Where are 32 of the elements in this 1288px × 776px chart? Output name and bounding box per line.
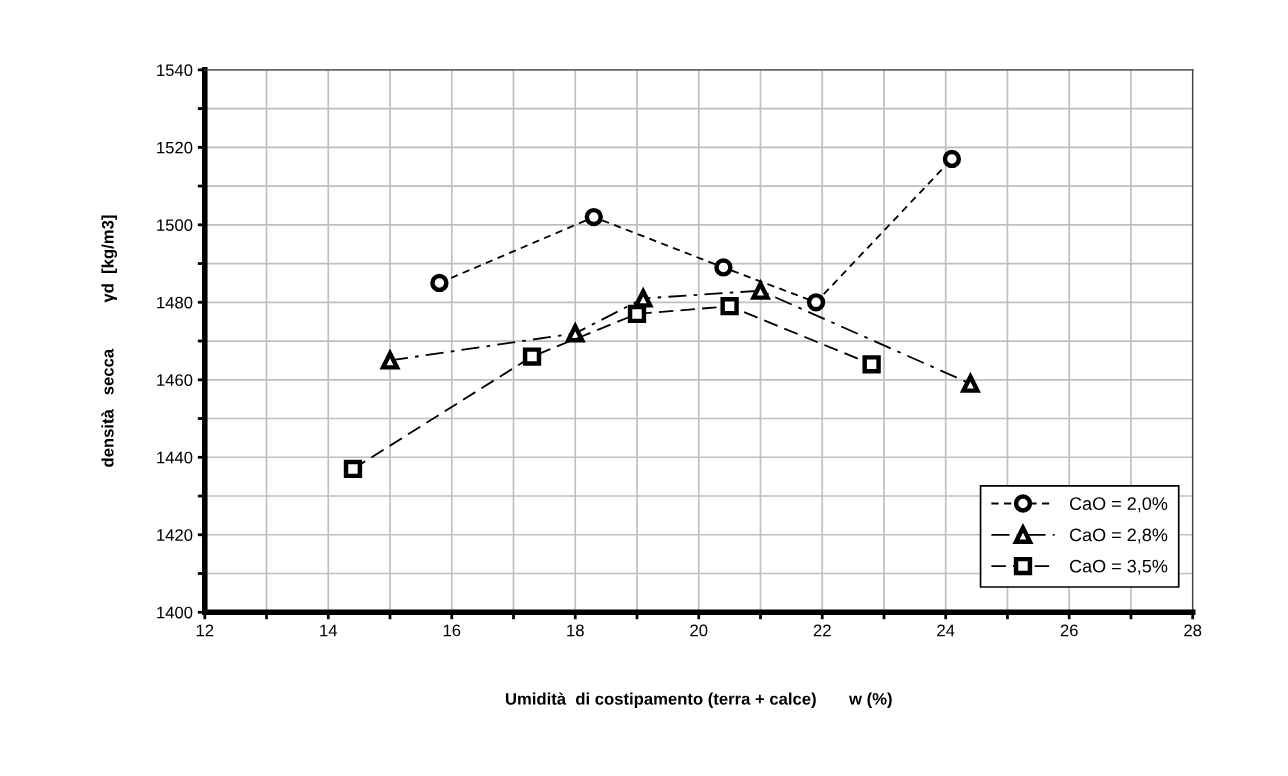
x-tick-label: 14: [320, 624, 338, 637]
x-tick-label: 24: [937, 624, 955, 637]
point: [862, 355, 881, 374]
x-tick-label: 26: [1060, 624, 1078, 637]
y-tick-label: 1500: [157, 219, 193, 232]
x-tick-label: 12: [196, 624, 214, 637]
point: [584, 207, 603, 227]
x-tick-label: 22: [813, 624, 831, 637]
x-axis-title: Umidità di costipamento (terra + calce) w (%): [505, 692, 892, 709]
y-tick-label: 1480: [157, 296, 193, 309]
y-tick-label: 1400: [157, 606, 193, 619]
point: [806, 293, 826, 312]
legend-label: CaO = 2,0%: [1069, 497, 1168, 513]
y-tick-label: 1460: [157, 374, 193, 386]
y-tick-label: 1520: [157, 141, 193, 154]
y-tick-label: 1420: [157, 529, 193, 541]
x-tick-label: 18: [567, 624, 584, 637]
y-axis-title: densità secca γd [kg/m3]: [101, 215, 118, 467]
legend-label: CaO = 3,5%: [1069, 559, 1168, 575]
point: [720, 297, 739, 316]
y-tick-label: 1540: [157, 64, 193, 77]
y-tick-label: 1440: [157, 451, 193, 464]
point: [430, 273, 449, 293]
point: [714, 258, 733, 277]
legend-label: CaO = 2,8%: [1069, 528, 1168, 544]
x-tick-label: 28: [1184, 624, 1202, 637]
point: [343, 459, 363, 479]
point: [522, 347, 542, 366]
point: [942, 149, 962, 169]
x-tick-label: 20: [690, 624, 708, 637]
x-tick-label: 16: [443, 624, 461, 637]
point: [627, 304, 647, 324]
